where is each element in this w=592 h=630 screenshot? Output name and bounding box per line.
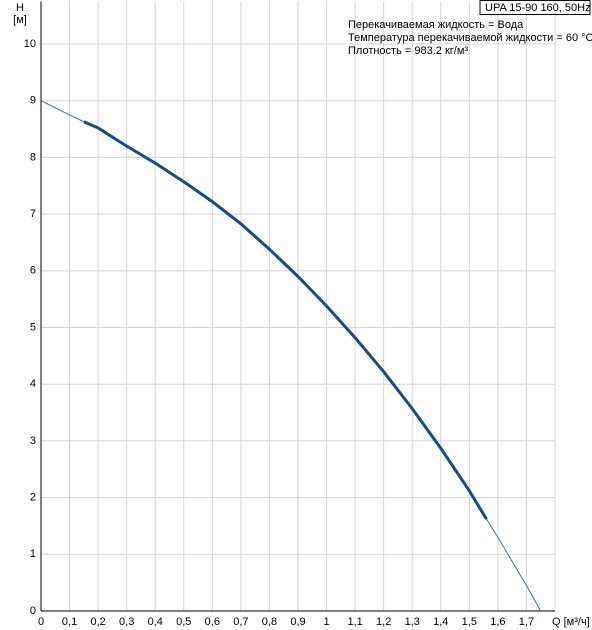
y-tick-label: 8: [30, 151, 36, 163]
x-tick-label: 0,8: [262, 616, 277, 628]
annotation: Перекачиваемая жидкость = Вода: [348, 19, 524, 31]
x-tick-label: 0,6: [205, 616, 220, 628]
y-tick-label: 0: [30, 605, 36, 617]
annotation: Плотность = 983.2 кг/м³: [348, 45, 468, 57]
x-tick-label: 0,3: [119, 616, 134, 628]
x-tick-label: 0,4: [148, 616, 163, 628]
x-tick-label: 0: [38, 616, 44, 628]
annotation: Температура перекачиваемой жидкости = 60…: [348, 32, 592, 44]
chart-title: UPA 15-90 160, 50Hz: [485, 2, 591, 14]
y-axis-label: H: [16, 2, 24, 14]
x-tick-label: 1: [323, 616, 329, 628]
curve: [40, 100, 542, 612]
y-tick-label: 7: [30, 208, 36, 220]
y-tick-label: 6: [30, 265, 36, 277]
x-tick-label: 1,6: [490, 616, 505, 628]
y-tick-label: 5: [30, 321, 36, 333]
x-tick-label: 0,5: [176, 616, 191, 628]
x-tick-label: 1,5: [462, 616, 477, 628]
y-tick-label: 4: [30, 378, 36, 390]
curve: [83, 120, 488, 520]
x-tick-label: 1,2: [376, 616, 391, 628]
x-tick-label: 0,9: [290, 616, 305, 628]
y-axis-unit: [м]: [13, 14, 27, 26]
x-tick-label: 1,7: [519, 616, 534, 628]
x-tick-label: 1,4: [433, 616, 448, 628]
y-tick-label: 2: [30, 492, 36, 504]
x-axis-label: Q [м³/ч]: [552, 616, 590, 628]
x-tick-label: 1,3: [405, 616, 420, 628]
y-tick-label: 3: [30, 435, 36, 447]
x-tick-label: 1,1: [347, 616, 362, 628]
y-tick-label: 1: [30, 548, 36, 560]
x-tick-label: 0,1: [62, 616, 77, 628]
title-box: [479, 0, 591, 15]
x-tick-label: 0,2: [90, 616, 105, 628]
y-tick-label: 10: [24, 38, 36, 50]
x-tick-label: 0,7: [233, 616, 248, 628]
y-tick-label: 9: [30, 95, 36, 107]
